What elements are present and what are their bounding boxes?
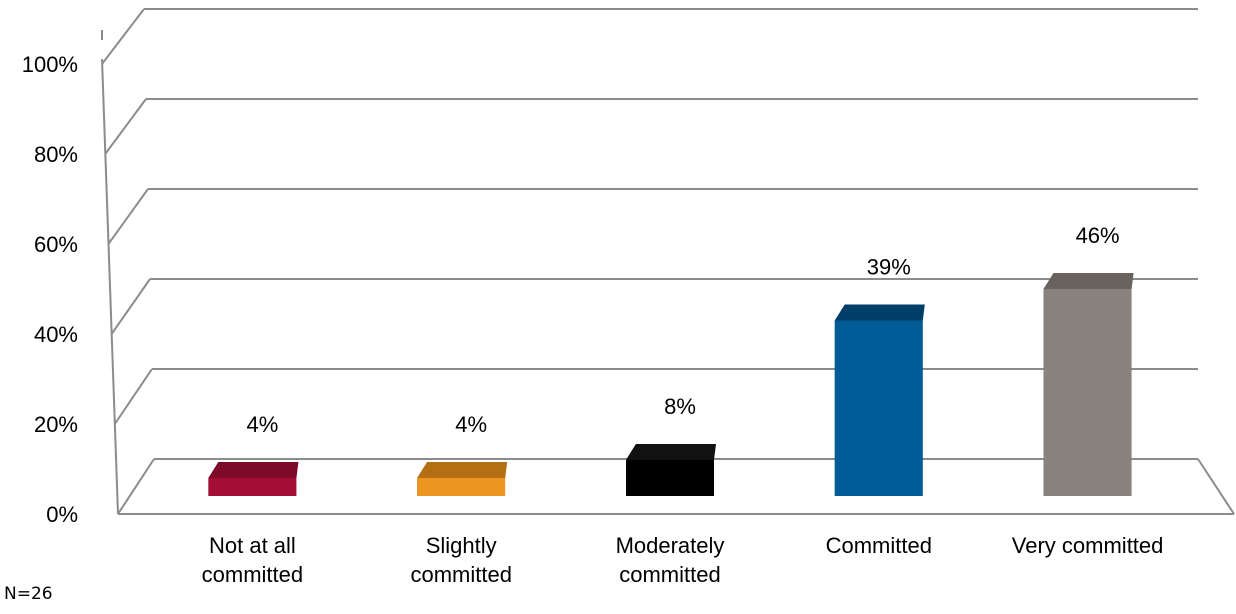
category-label: Very committed bbox=[1012, 533, 1164, 558]
bar-top bbox=[208, 462, 299, 478]
bar bbox=[417, 478, 506, 496]
category-label: committed bbox=[410, 562, 511, 587]
bar-top bbox=[417, 462, 508, 478]
bar bbox=[208, 478, 297, 496]
grid-depth-line bbox=[107, 188, 149, 245]
y-axis-line bbox=[101, 58, 119, 515]
grid-depth-line bbox=[110, 278, 151, 335]
grid-depth-line bbox=[117, 458, 155, 515]
bar-top bbox=[834, 304, 925, 321]
bar-top bbox=[1043, 273, 1134, 289]
data-label: 46% bbox=[1076, 223, 1120, 248]
y-tick-label: 60% bbox=[34, 232, 78, 257]
grid-depth-line bbox=[104, 98, 147, 155]
y-tick-label: 20% bbox=[34, 412, 78, 437]
grid-depth-line bbox=[101, 8, 145, 65]
data-label: 39% bbox=[867, 255, 911, 280]
data-label: 8% bbox=[664, 394, 696, 419]
sample-size-note: N=26 bbox=[4, 584, 53, 604]
bar-top bbox=[626, 444, 716, 460]
grid-depth-line bbox=[113, 368, 153, 425]
data-label: 4% bbox=[247, 412, 279, 437]
category-label: Moderately bbox=[616, 533, 725, 558]
category-label: Slightly bbox=[426, 533, 497, 558]
y-tick-label: 80% bbox=[34, 142, 78, 167]
bar bbox=[1043, 289, 1132, 496]
floor-right-edge bbox=[1197, 458, 1235, 515]
category-label: committed bbox=[202, 562, 303, 587]
bar bbox=[834, 320, 923, 496]
y-tick-label: 0% bbox=[46, 502, 78, 527]
category-label: committed bbox=[619, 562, 720, 587]
category-label: Not at all bbox=[209, 533, 296, 558]
data-label: 4% bbox=[455, 412, 487, 437]
y-tick-label: 40% bbox=[34, 322, 78, 347]
category-label: Committed bbox=[826, 533, 932, 558]
bar bbox=[626, 460, 714, 496]
y-tick-label: 100% bbox=[22, 52, 78, 77]
